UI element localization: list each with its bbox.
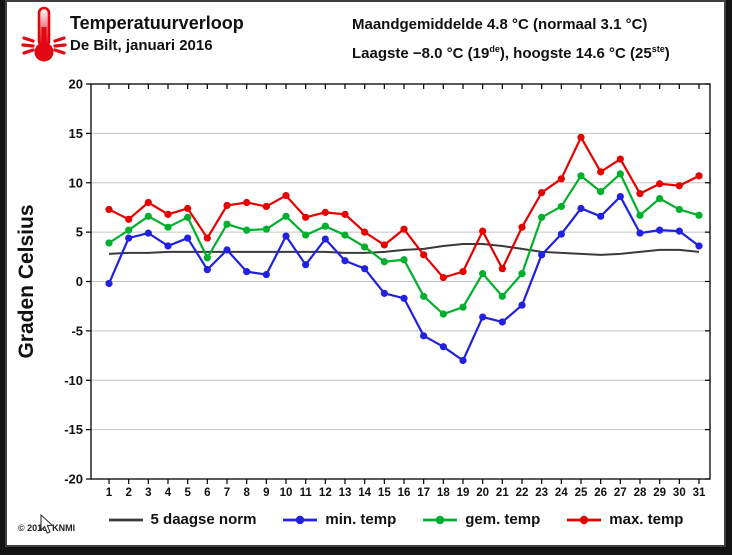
svg-text:31: 31	[693, 487, 706, 499]
legend-item-norm: 5 daagse norm	[108, 511, 257, 528]
stats-line-monthly-mean: Maandgemiddelde 4.8 °C (normaal 3.1 °C)	[352, 16, 648, 33]
svg-text:18: 18	[437, 487, 450, 499]
norm-line-swatch	[108, 518, 143, 521]
svg-text:22: 22	[516, 487, 529, 499]
svg-text:-10: -10	[64, 373, 83, 388]
svg-text:28: 28	[634, 487, 647, 499]
svg-text:13: 13	[339, 487, 352, 499]
ordinal-sup-19: de	[489, 44, 500, 54]
svg-text:29: 29	[653, 487, 666, 499]
legend-item-gem-temp: gem. temp	[422, 511, 540, 528]
stats-line-extremes: Laagste −8.0 °C (19de), hoogste 14.6 °C …	[352, 37, 670, 66]
svg-text:7: 7	[224, 487, 230, 499]
ordinal-sup-25: ste	[651, 44, 665, 54]
chart-page: Temperatuurverloop De Bilt, januari 2016…	[5, 0, 726, 547]
svg-text:0: 0	[76, 274, 83, 289]
mouse-cursor-icon	[40, 514, 54, 534]
svg-text:9: 9	[263, 487, 269, 499]
svg-text:20: 20	[476, 487, 489, 499]
svg-text:24: 24	[555, 487, 568, 499]
svg-text:30: 30	[673, 487, 686, 499]
temperature-chart: 1 2 3 4 5 6 7 8 9 10 11 12 13 14 15 16 17 18 19 20 21 22 23 24 2…	[15, 77, 711, 499]
max-temp-swatch	[567, 515, 602, 524]
svg-text:27: 27	[614, 487, 627, 499]
svg-text:17: 17	[417, 487, 430, 499]
svg-text:Graden Celsius: Graden Celsius	[15, 204, 38, 358]
svg-text:23: 23	[535, 487, 548, 499]
legend-label-norm: 5 daagse norm	[150, 511, 257, 528]
min-temp-swatch	[283, 515, 318, 524]
extremes-text-mid: ), hoogste 14.6 °C (25	[499, 45, 652, 62]
legend-item-min-temp: min. temp	[282, 511, 396, 528]
svg-text:11: 11	[300, 487, 313, 499]
page-subtitle: De Bilt, januari 2016	[70, 37, 213, 54]
thermometer-hot-icon	[21, 6, 67, 62]
stats-block: Maandgemiddelde 4.8 °C (normaal 3.1 °C) …	[352, 12, 670, 66]
svg-text:5: 5	[184, 487, 191, 499]
svg-text:3: 3	[145, 487, 151, 499]
svg-text:-5: -5	[71, 323, 83, 338]
svg-text:6: 6	[204, 487, 210, 499]
legend-label-max-temp: max. temp	[609, 511, 684, 528]
svg-text:19: 19	[457, 487, 470, 499]
svg-text:15: 15	[378, 487, 391, 499]
svg-text:-15: -15	[64, 422, 83, 437]
svg-text:20: 20	[69, 77, 83, 92]
svg-text:8: 8	[243, 487, 250, 499]
title-block: Temperatuurverloop De Bilt, januari 2016	[70, 11, 244, 57]
svg-text:14: 14	[358, 487, 371, 499]
svg-text:-20: -20	[64, 472, 83, 487]
gem-temp-swatch	[423, 515, 458, 524]
extremes-text-suffix: )	[664, 45, 670, 62]
svg-text:26: 26	[594, 487, 607, 499]
svg-text:15: 15	[69, 126, 83, 141]
svg-text:4: 4	[165, 487, 172, 499]
svg-text:21: 21	[496, 487, 509, 499]
svg-text:10: 10	[280, 487, 293, 499]
legend-label-gem-temp: gem. temp	[465, 511, 541, 528]
chart-legend: 5 daagse norm min. temp gem. temp max. t…	[87, 511, 704, 528]
legend-label-min-temp: min. temp	[325, 511, 397, 528]
page-title: Temperatuurverloop	[70, 13, 244, 33]
svg-text:1: 1	[106, 487, 113, 499]
extremes-text-prefix: Laagste −8.0 °C (19	[352, 45, 490, 62]
legend-item-max-temp: max. temp	[566, 511, 683, 528]
svg-text:10: 10	[69, 175, 83, 190]
svg-text:5: 5	[76, 225, 83, 240]
svg-text:2: 2	[125, 487, 131, 499]
svg-text:25: 25	[575, 487, 588, 499]
svg-text:12: 12	[319, 487, 332, 499]
svg-text:16: 16	[398, 487, 411, 499]
